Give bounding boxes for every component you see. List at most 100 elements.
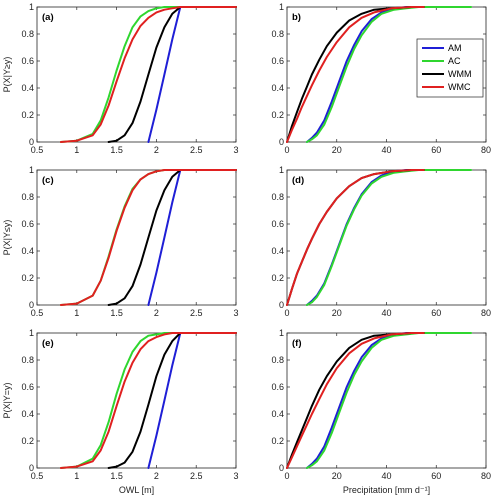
series-line-wmc bbox=[286, 332, 425, 469]
x-tick-label: 40 bbox=[381, 308, 391, 318]
y-tick-label: 0.8 bbox=[271, 192, 284, 202]
x-tick-label: 2.5 bbox=[190, 308, 203, 318]
legend-label-ac: AC bbox=[448, 56, 461, 66]
x-tick-label: 1 bbox=[74, 145, 79, 155]
plot-frame bbox=[36, 332, 237, 469]
series-line-ac bbox=[305, 6, 473, 143]
y-tick-label: 0.4 bbox=[271, 83, 284, 93]
plot-frame bbox=[36, 169, 237, 306]
x-tick-label: 3 bbox=[233, 308, 238, 318]
series-line-wmc bbox=[286, 6, 425, 143]
series-line-wmc bbox=[59, 6, 237, 143]
x-tick-label: 1.5 bbox=[110, 471, 123, 481]
plot-frame bbox=[36, 6, 237, 143]
series-line-ac bbox=[305, 169, 473, 306]
legend: AM AC WMM WMC bbox=[416, 38, 484, 98]
x-tick-label: 40 bbox=[381, 471, 391, 481]
plot-frame bbox=[286, 332, 487, 469]
y-tick-label: 0 bbox=[29, 300, 34, 310]
y-axis-label: P(X|Y≥y) bbox=[2, 57, 12, 93]
series-line-wmc bbox=[286, 169, 425, 306]
x-axis-label: Precipitation [mm d⁻¹] bbox=[343, 485, 430, 495]
y-tick-label: 0.6 bbox=[271, 56, 284, 66]
panel-label: (f) bbox=[292, 338, 302, 349]
y-tick-label: 0.6 bbox=[271, 219, 284, 229]
y-tick-label: 0 bbox=[279, 300, 284, 310]
x-tick-label: 0.5 bbox=[31, 145, 44, 155]
panel-6: 0 20 40 60 80 0 0.2 0.4 0.6 0.8 1 (f) Precipitation … bbox=[271, 328, 491, 495]
y-tick-label: 0.4 bbox=[271, 409, 284, 419]
y-tick-label: 0 bbox=[29, 463, 34, 473]
panel-2: 0 20 40 60 80 0 0.2 0.4 0.6 0.8 1 b) AM AC WMM WMC bbox=[271, 2, 491, 155]
series-line-ac bbox=[59, 332, 237, 469]
x-tick-label: 0 bbox=[284, 145, 289, 155]
x-tick-label: 0 bbox=[284, 308, 289, 318]
y-axis-label: P(X|Y≤y) bbox=[2, 220, 12, 256]
x-tick-label: 20 bbox=[332, 145, 342, 155]
x-tick-label: 3 bbox=[233, 145, 238, 155]
panel-5: 0.5 1 1.5 2 2.5 3 0 0.2 0.4 0.6 0.8 1 (e) P(X|Y=y) OWL… bbox=[2, 328, 239, 495]
y-tick-label: 1 bbox=[29, 328, 34, 338]
series-line-wmm bbox=[107, 169, 237, 306]
x-tick-label: 20 bbox=[332, 308, 342, 318]
x-tick-label: 2.5 bbox=[190, 145, 203, 155]
y-tick-label: 0.6 bbox=[271, 382, 284, 392]
x-tick-label: 1 bbox=[74, 471, 79, 481]
y-tick-label: 0.2 bbox=[21, 436, 34, 446]
series-line-wmc bbox=[59, 169, 237, 306]
x-tick-label: 1.5 bbox=[110, 145, 123, 155]
y-tick-label: 0.8 bbox=[21, 355, 34, 365]
series-line-ac bbox=[305, 332, 473, 469]
panel-label: (c) bbox=[42, 175, 54, 186]
series-line-wmc bbox=[59, 332, 237, 469]
legend-label-wmm: WMM bbox=[448, 69, 472, 79]
x-tick-label: 2 bbox=[154, 471, 159, 481]
x-tick-label: 80 bbox=[481, 308, 491, 318]
y-tick-label: 0.8 bbox=[271, 29, 284, 39]
x-tick-label: 80 bbox=[481, 145, 491, 155]
x-axis-label: OWL [m] bbox=[119, 485, 154, 495]
x-tick-label: 60 bbox=[431, 145, 441, 155]
x-tick-label: 1 bbox=[74, 308, 79, 318]
y-axis-label: P(X|Y=y) bbox=[2, 382, 12, 418]
y-tick-label: 1 bbox=[279, 328, 284, 338]
y-tick-label: 0.8 bbox=[21, 192, 34, 202]
panel-label: (a) bbox=[42, 12, 54, 23]
panel-4: 0 20 40 60 80 0 0.2 0.4 0.6 0.8 1 (d) bbox=[271, 165, 491, 318]
panel-label: (d) bbox=[292, 175, 304, 186]
y-tick-label: 0.4 bbox=[21, 83, 34, 93]
x-tick-label: 1.5 bbox=[110, 308, 123, 318]
panel-1: 0.5 1 1.5 2 2.5 3 0 0.2 0.4 0.6 0.8 1 (a) P(X|Y≥y) bbox=[2, 2, 239, 155]
y-tick-label: 0.2 bbox=[271, 436, 284, 446]
x-tick-label: 60 bbox=[431, 471, 441, 481]
y-tick-label: 0.6 bbox=[21, 382, 34, 392]
x-tick-label: 40 bbox=[381, 145, 391, 155]
x-tick-label: 0.5 bbox=[31, 308, 44, 318]
series-line-ac bbox=[59, 6, 237, 143]
panel-label: b) bbox=[292, 12, 301, 23]
x-tick-label: 0.5 bbox=[31, 471, 44, 481]
series-line-wmm bbox=[107, 332, 237, 469]
y-tick-label: 1 bbox=[279, 165, 284, 175]
x-tick-label: 2.5 bbox=[190, 471, 203, 481]
panel-label: (e) bbox=[42, 338, 54, 349]
y-tick-label: 0.6 bbox=[21, 56, 34, 66]
x-tick-label: 20 bbox=[332, 471, 342, 481]
legend-label-am: AM bbox=[448, 43, 462, 53]
legend-label-wmc: WMC bbox=[448, 82, 471, 92]
y-tick-label: 0.6 bbox=[21, 219, 34, 229]
x-tick-label: 0 bbox=[284, 471, 289, 481]
panel-3: 0.5 1 1.5 2 2.5 3 0 0.2 0.4 0.6 0.8 1 (c) P(X|Y≤y) bbox=[2, 165, 239, 318]
y-tick-label: 0.2 bbox=[271, 110, 284, 120]
y-tick-label: 0 bbox=[29, 137, 34, 147]
y-tick-label: 0 bbox=[279, 137, 284, 147]
y-tick-label: 0.4 bbox=[271, 246, 284, 256]
y-tick-label: 1 bbox=[279, 2, 284, 12]
x-tick-label: 3 bbox=[233, 471, 238, 481]
y-tick-label: 0.2 bbox=[271, 273, 284, 283]
y-tick-label: 1 bbox=[29, 2, 34, 12]
y-tick-label: 0.2 bbox=[21, 110, 34, 120]
y-tick-label: 0.4 bbox=[21, 246, 34, 256]
x-tick-label: 2 bbox=[154, 145, 159, 155]
